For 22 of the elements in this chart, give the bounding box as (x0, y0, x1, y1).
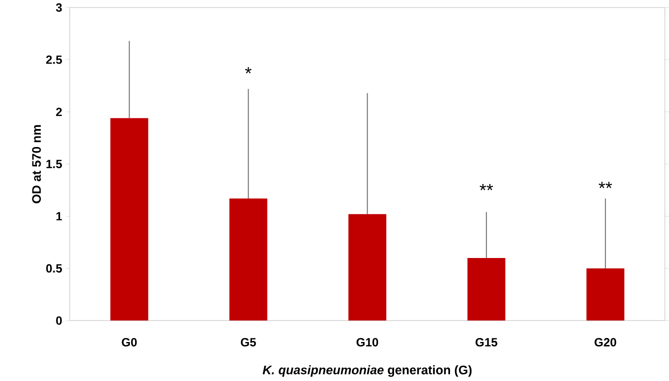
y-tick-label: 0 (56, 316, 62, 325)
x-tick-label: G10 (356, 338, 378, 346)
y-tick-label: 2.5 (46, 55, 62, 64)
y-tick-label: 0.5 (46, 264, 62, 272)
y-tick-label: 1.5 (46, 160, 62, 168)
bar (110, 118, 148, 320)
x-tick-label: G15 (476, 338, 498, 346)
x-axis-title: K. quasipneumoniae generation (G) (262, 365, 472, 377)
x-tick-label: G0 (122, 338, 137, 346)
x-tick-label: G5 (240, 338, 256, 346)
annotation: * (245, 66, 252, 74)
annotation: ** (598, 182, 612, 188)
bar (348, 214, 386, 320)
annotation: ** (480, 184, 494, 190)
y-tick-label: 3 (56, 3, 62, 12)
bar (467, 258, 506, 320)
bar (229, 198, 268, 320)
bar (586, 268, 624, 320)
x-tick-label: G20 (594, 338, 616, 346)
y-tick-label: 2 (56, 108, 62, 116)
y-tick-label: 1 (56, 212, 62, 220)
y-axis-title: OD at 570 nm (32, 124, 41, 204)
